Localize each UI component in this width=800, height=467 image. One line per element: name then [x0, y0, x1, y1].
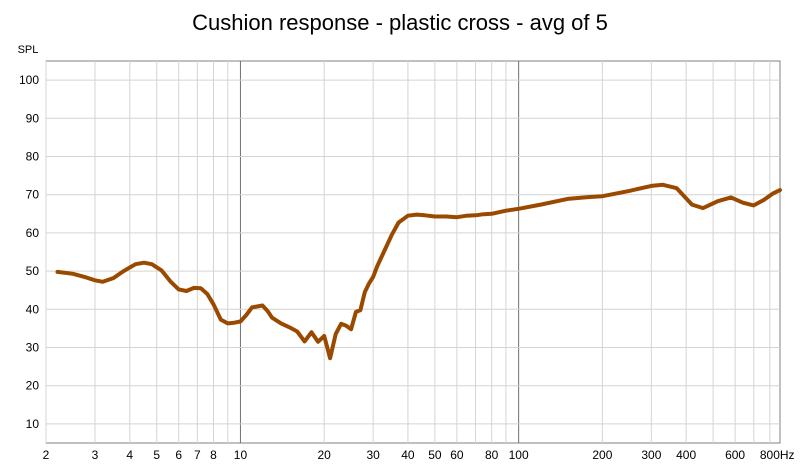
y-tick-label: 100	[19, 73, 39, 87]
y-tick-label: 40	[26, 302, 40, 316]
x-tick-label: 600	[725, 448, 745, 462]
y-tick-label: 10	[26, 417, 40, 431]
x-tick-label: 4	[126, 448, 133, 462]
x-tick-label: 50	[428, 448, 442, 462]
x-tick-label: 2	[43, 448, 50, 462]
y-tick-label: 30	[26, 341, 40, 355]
x-tick-label: 300	[641, 448, 661, 462]
x-tick-label: 100	[509, 448, 529, 462]
y-tick-label: 50	[26, 264, 40, 278]
series-line	[55, 182, 782, 361]
plot-area	[45, 60, 781, 444]
x-tick-label: 800Hz	[760, 448, 795, 462]
x-tick-label: 60	[450, 448, 464, 462]
y-tick-label: 70	[26, 188, 40, 202]
x-tick-label: 200	[592, 448, 612, 462]
x-tick-label: 3	[92, 448, 99, 462]
x-tick-label: 80	[485, 448, 499, 462]
x-axis-ticks: 2 3 4 5 6 7 8 10 20 30 40 50 60 80 100 200 300 400 600 800H…	[43, 448, 795, 462]
y-axis-label: SPL	[18, 44, 39, 56]
x-tick-label: 30	[366, 448, 380, 462]
y-tick-label: 90	[26, 111, 40, 125]
x-tick-label: 20	[318, 448, 332, 462]
y-axis-ticks: 10 20 30 40 50 60 70 80 90 100	[19, 73, 39, 431]
grid-lines	[45, 61, 780, 443]
x-tick-label: 10	[234, 448, 248, 462]
y-tick-label: 80	[26, 150, 40, 164]
y-tick-label: 20	[26, 379, 40, 393]
y-tick-label: 60	[26, 226, 40, 240]
series-group	[55, 182, 782, 361]
x-tick-label: 40	[401, 448, 415, 462]
x-tick-label: 5	[153, 448, 160, 462]
chart-title: Cushion response - plastic cross - avg o…	[192, 10, 608, 35]
x-tick-label: 7	[194, 448, 201, 462]
x-tick-label: 400	[676, 448, 696, 462]
x-tick-label: 6	[175, 448, 182, 462]
x-tick-label: 8	[210, 448, 217, 462]
